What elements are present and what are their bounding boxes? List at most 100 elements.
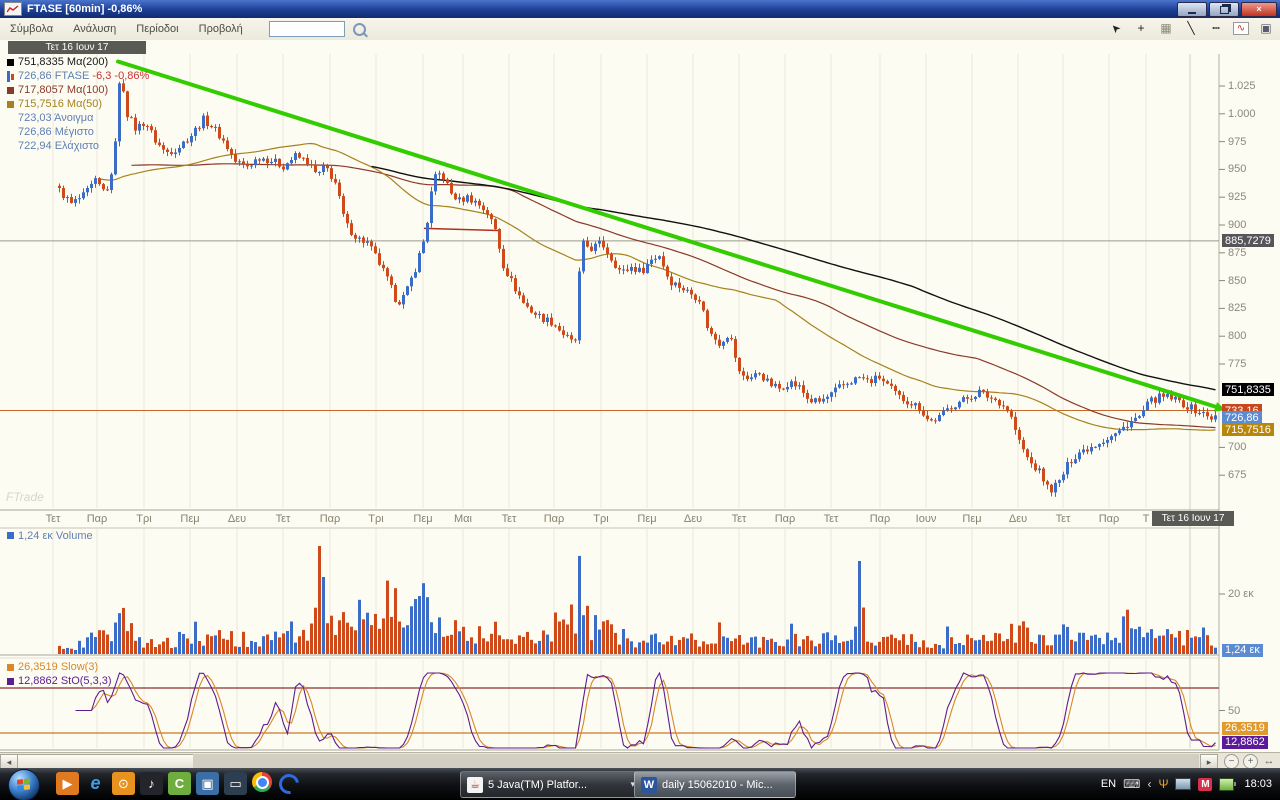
series-marker-icon [7, 58, 14, 66]
window-titlebar[interactable]: FTASE [60min] -0,86% × [0, 0, 1280, 18]
crosshair-tool-icon[interactable]: + [1137, 21, 1145, 35]
x-axis-label: Τετ [1055, 513, 1071, 525]
legend-label: 715,7516 Μα(50) [18, 98, 103, 110]
legend-label: 12,8862 StO(5,3,3) [18, 675, 112, 687]
zoom-out-button[interactable]: − [1224, 754, 1239, 769]
taskbar-window-label: daily 15062010 - Mic... [662, 778, 773, 791]
chrome-icon[interactable] [252, 772, 272, 792]
dotted-line-tool-icon[interactable]: ┉ [1212, 21, 1220, 35]
legend-label: 722,94 Ελάχιστο [18, 140, 100, 152]
zoom-in-button[interactable]: + [1243, 754, 1258, 769]
legend-row: 726,86 FTASE -6,3 -0,86% [7, 69, 149, 83]
y-axis-tick: 950 [1228, 163, 1247, 176]
grid-tool-icon[interactable]: ▦ [1160, 21, 1172, 35]
window-title: FTASE [60min] -0,86% [27, 3, 143, 15]
x-axis-label: Παρ [543, 513, 565, 525]
clock-app-icon[interactable]: ⊙ [112, 772, 135, 795]
wireless-icon[interactable]: Ψ [1158, 777, 1169, 791]
y-axis-tick: 775 [1228, 358, 1247, 370]
y-axis: 1.025 1.000 975 950 925 900 875 850 825 800 775 700… [1220, 40, 1280, 752]
media-player-icon[interactable]: ▶ [56, 772, 79, 795]
y-axis-tick: 1.025 [1228, 80, 1256, 92]
legend-row: 26,3519 Slow(3) [7, 660, 112, 674]
green-app-icon[interactable]: C [168, 772, 191, 795]
app-icon [4, 2, 22, 16]
menubar: Σύμβολα Ανάλυση Περίοδοι Προβολή ➤ + ▦ ╲ ┉ ∿ ▣ [0, 18, 1280, 41]
scrollbar-track[interactable] [193, 754, 1199, 768]
y-axis-tick: 675 [1228, 469, 1247, 482]
keyboard-icon[interactable]: ⌨ [1123, 777, 1141, 791]
symbol-search-input[interactable] [268, 21, 345, 37]
stoch-value-tag: 12,8862 [1222, 735, 1268, 749]
internet-explorer-icon[interactable]: e [90, 773, 101, 793]
x-axis-cursor-label: Τετ 16 Ιουν 17 [1152, 511, 1234, 526]
legend-label: 26,3519 Slow(3) [18, 661, 99, 673]
legend-change: -6,3 -0,86% [89, 70, 150, 82]
volume-axis-tick: 20 εκ [1228, 588, 1254, 600]
battery-icon[interactable] [1219, 777, 1237, 791]
chevron-down-icon[interactable]: ▾ [630, 779, 635, 789]
menu-periods[interactable]: Περίοδοι [136, 23, 179, 35]
x-axis-label: Παρ [774, 513, 796, 525]
display-icon[interactable] [1175, 778, 1192, 790]
display-settings-icon[interactable]: ▭ [224, 772, 247, 795]
y-axis-tick: 825 [1228, 302, 1247, 315]
x-axis-label: Ιουν [915, 513, 937, 525]
system-tray: EN ⌨ ‹ Ψ M 18:03 [1101, 768, 1276, 800]
chart-area: Τετ 16 Ιουν 17 751,8335 Μα(200) 726,86 FT… [0, 40, 1280, 770]
menu-analysis[interactable]: Ανάλυση [73, 23, 117, 35]
legend-row: 717,8057 Μα(100) [7, 83, 149, 97]
close-button[interactable]: × [1241, 2, 1277, 17]
price-value-tag: 885,7279 [1222, 234, 1274, 248]
legend-label: 726,86 FTASE [18, 70, 90, 82]
swoosh-icon[interactable] [274, 769, 303, 798]
price-value-tag: 715,7516 [1222, 423, 1274, 437]
x-axis-label: Πεμ [180, 513, 200, 525]
x-axis-label: Παρ [319, 513, 341, 525]
taskbar-window-word[interactable]: W daily 15062010 - Mic... [634, 771, 796, 798]
chevron-left-icon[interactable]: ‹ [1147, 777, 1152, 791]
menu-view[interactable]: Προβολή [198, 23, 243, 35]
x-axis-label: Μαι [454, 513, 472, 525]
legend-row: 715,7516 Μα(50) [7, 97, 149, 111]
stoch-value-tag: 26,3519 [1222, 721, 1268, 735]
language-indicator[interactable]: EN [1100, 778, 1117, 790]
window-switcher-icon[interactable]: ▣ [196, 772, 219, 795]
legend-row: 722,94 Ελάχιστο [7, 139, 149, 153]
minimize-button[interactable] [1177, 2, 1207, 17]
y-axis-tick: 900 [1228, 219, 1247, 231]
quick-launch-bar: ▶ e ⊙ ♪ C ▣ ▭ [56, 769, 303, 798]
stoch-axis-tick: 50 [1228, 704, 1241, 717]
x-axis-label: Τετ [501, 513, 517, 525]
indicator-tool-icon[interactable]: ∿ [1233, 21, 1249, 35]
y-axis-tick: 850 [1228, 274, 1247, 287]
legend-row: 723,03 Άνοιγμα [7, 111, 149, 125]
menu-symbols[interactable]: Σύμβολα [10, 23, 54, 35]
m-app-icon[interactable]: M [1198, 777, 1213, 791]
taskbar-window-java[interactable]: ☕ 5 Java(TM) Platfor... ▾ [460, 771, 642, 798]
fit-range-button[interactable]: ↔ [1263, 754, 1275, 767]
legend-label: 717,8057 Μα(100) [18, 84, 109, 96]
save-tool-icon[interactable]: ▣ [1260, 21, 1272, 35]
x-axis-label: Δευ [683, 513, 703, 525]
cursor-tool-icon[interactable]: ➤ [1108, 20, 1124, 36]
y-axis-tick: 925 [1228, 191, 1247, 204]
taskbar: ▶ e ⊙ ♪ C ▣ ▭ ☕ 5 Java(TM) Platfor... ▾ W dail… [0, 768, 1280, 800]
trendline-tool-icon[interactable]: ╲ [1187, 21, 1195, 35]
search-icon[interactable] [352, 22, 366, 36]
candle-icon [7, 70, 14, 82]
y-axis-tick: 700 [1228, 441, 1247, 454]
x-axis-label: Δευ [227, 513, 247, 525]
music-icon[interactable]: ♪ [140, 772, 163, 795]
legend-label: 723,03 Άνοιγμα [18, 112, 94, 124]
tray-clock[interactable]: 18:03 [1244, 778, 1272, 790]
price-volume-stochastic-chart[interactable] [0, 40, 1280, 752]
x-axis-label: Τετ [45, 513, 61, 525]
chart-scrollbar[interactable]: ◂ ▸ − + ↔ [0, 752, 1280, 770]
watermark: FTrade [6, 490, 44, 504]
start-button[interactable] [8, 769, 40, 800]
restore-button[interactable] [1209, 2, 1239, 17]
series-marker-icon [7, 100, 14, 108]
x-axis-label: Τετ [731, 513, 747, 525]
x-axis-label: Παρ [86, 513, 108, 525]
